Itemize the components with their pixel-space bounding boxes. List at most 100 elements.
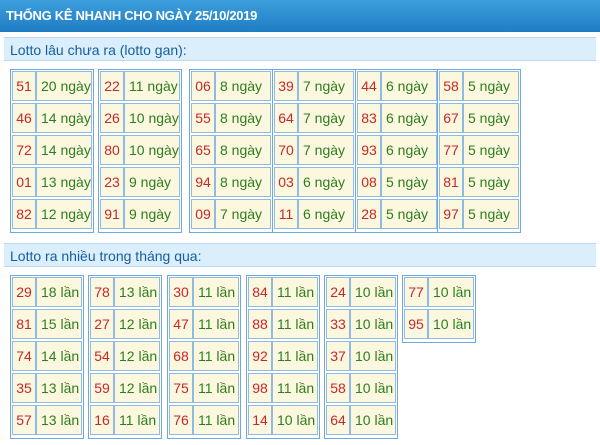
lotto-count: 7 ngày [298,103,354,133]
lotto-count: 9 ngày [124,199,180,229]
lotto-count: 5 ngày [463,167,519,197]
lotto-count: 14 lần [36,341,82,371]
lotto-number: 64 [274,103,298,133]
lotto-number: 58 [439,71,463,101]
lotto-number: 74 [12,341,36,371]
lotto-count: 11 lần [193,373,239,403]
lotto-number: 80 [100,135,124,165]
lotto-count: 11 lần [272,341,318,371]
lotto-count: 14 ngày [36,103,92,133]
lotto-count: 18 lần [36,277,82,307]
lotto-count: 13 ngày [36,167,92,197]
lotto-number: 28 [357,199,381,229]
lotto-count: 11 lần [193,341,239,371]
lotto-count: 11 lần [272,309,318,339]
lotto-count: 10 ngày [124,103,180,133]
lotto-number: 76 [169,405,193,435]
lotto-count: 10 lần [350,277,396,307]
lotto-number: 72 [12,135,36,165]
lotto-count: 10 lần [428,277,474,307]
lotto-number: 14 [248,405,272,435]
lotto-group: 30 11 lần 47 11 lần 68 11 lần 75 11 lần 76 11 lần [167,275,241,439]
lotto-number: 91 [100,199,124,229]
lotto-number: 64 [326,405,350,435]
lotto-count: 20 ngày [36,71,92,101]
lotto-number: 39 [274,71,298,101]
lotto-number: 09 [191,199,215,229]
lotto-count: 10 lần [428,309,474,339]
lotto-count: 5 ngày [463,103,519,133]
lotto-count: 8 ngày [215,71,271,101]
lotto-count: 10 lần [350,341,396,371]
lotto-number: 16 [90,405,114,435]
lotto-number: 84 [248,277,272,307]
lotto-number: 98 [248,373,272,403]
lotto-count: 11 lần [193,405,239,435]
lotto-number: 11 [274,199,298,229]
lotto-number: 06 [191,71,215,101]
lotto-number: 59 [90,373,114,403]
lotto-group: 77 10 lần 95 10 lần [402,275,476,343]
lotto-count: 15 lần [36,309,82,339]
lotto-number: 65 [191,135,215,165]
lotto-number: 95 [404,309,428,339]
lotto-number: 30 [169,277,193,307]
lotto-group: 22 11 ngày 26 10 ngày 80 10 ngày 23 9 ngày 91 9 n… [98,69,182,233]
lotto-count: 11 lần [272,277,318,307]
lotto-count: 8 ngày [215,135,271,165]
lotto-count: 11 ngày [124,71,180,101]
lotto-number: 47 [169,309,193,339]
lotto-count: 5 ngày [381,167,437,197]
lotto-number: 29 [12,277,36,307]
lotto-count: 8 ngày [215,103,271,133]
lotto-count: 6 ngày [381,103,437,133]
lotto-number: 68 [169,341,193,371]
lotto-number: 01 [12,167,36,197]
lotto-number: 93 [357,135,381,165]
lotto-count: 12 lần [114,373,160,403]
lotto-count: 10 ngày [124,135,180,165]
lotto-number: 88 [248,309,272,339]
lotto-count: 6 ngày [298,199,354,229]
lotto-number: 54 [90,341,114,371]
lotto-count: 6 ngày [381,71,437,101]
lotto-number: 70 [274,135,298,165]
lotto-count: 5 ngày [463,71,519,101]
lotto-number: 46 [12,103,36,133]
lotto-count: 8 ngày [215,167,271,197]
lotto-count: 7 ngày [298,135,354,165]
lotto-group: 06 8 ngày 55 8 ngày 65 8 ngày 94 8 ngày 09 7 ngày [189,69,273,233]
lotto-number: 08 [357,167,381,197]
lotto-number: 57 [12,405,36,435]
lotto-count: 5 ngày [463,199,519,229]
lotto-count: 6 ngày [298,167,354,197]
lotto-count: 6 ngày [381,135,437,165]
lotto-count: 9 ngày [124,167,180,197]
lotto-number: 58 [326,373,350,403]
lotto-count: 12 lần [114,309,160,339]
lotto-number: 81 [12,309,36,339]
lotto-count: 11 lần [193,277,239,307]
lotto-group: 44 6 ngày 83 6 ngày 93 6 ngày 08 5 ngày 28 5 ngày [355,69,439,233]
lotto-number: 24 [326,277,350,307]
lotto-number: 82 [12,199,36,229]
lotto-count: 12 lần [114,341,160,371]
lotto-group: 78 13 lần 27 12 lần 54 12 lần 59 12 lần 16 11 lần [88,275,162,439]
lotto-number: 81 [439,167,463,197]
lotto-number: 77 [404,277,428,307]
lotto-number: 27 [90,309,114,339]
lotto-count: 5 ngày [463,135,519,165]
lotto-number: 37 [326,341,350,371]
lotto-count: 13 lần [114,277,160,307]
lotto-count: 7 ngày [215,199,271,229]
page-title: THỐNG KÊ NHANH CHO NGÀY 25/10/2019 [0,0,600,32]
lotto-number: 51 [12,71,36,101]
lotto-number: 03 [274,167,298,197]
lotto-number: 22 [100,71,124,101]
lotto-group: 39 7 ngày 64 7 ngày 70 7 ngày 03 6 ngày 11 6 ngày [272,69,356,233]
lotto-number: 33 [326,309,350,339]
lotto-count: 13 lần [36,373,82,403]
lotto-count: 14 ngày [36,135,92,165]
lotto-number: 26 [100,103,124,133]
lotto-count: 10 lần [350,405,396,435]
